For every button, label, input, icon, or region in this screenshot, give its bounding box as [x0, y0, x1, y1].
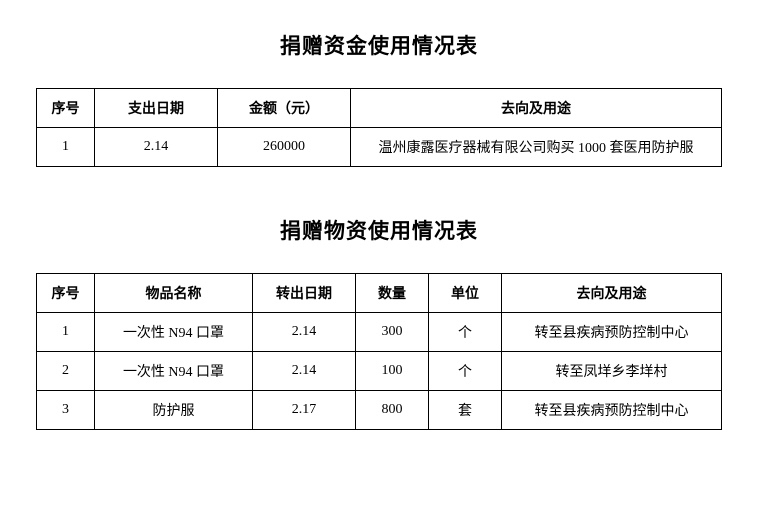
table-row: 1 2.14 260000 温州康露医疗器械有限公司购买 1000 套医用防护服 — [37, 128, 722, 167]
table-row: 3 防护服 2.17 800 套 转至县疾病预防控制中心 — [37, 391, 722, 430]
col-date: 支出日期 — [95, 89, 218, 128]
funds-table: 序号 支出日期 金额（元） 去向及用途 1 2.14 260000 温州康露医疗… — [36, 88, 722, 167]
cell-seq: 1 — [37, 313, 95, 352]
cell-usage: 转至县疾病预防控制中心 — [502, 313, 722, 352]
cell-usage: 转至县疾病预防控制中心 — [502, 391, 722, 430]
cell-seq: 3 — [37, 391, 95, 430]
cell-date: 2.14 — [253, 352, 356, 391]
table-row: 2 一次性 N94 口罩 2.14 100 个 转至凤垟乡李垟村 — [37, 352, 722, 391]
col-usage: 去向及用途 — [502, 274, 722, 313]
cell-qty: 800 — [356, 391, 429, 430]
cell-name: 一次性 N94 口罩 — [95, 313, 253, 352]
col-name: 物品名称 — [95, 274, 253, 313]
col-seq: 序号 — [37, 89, 95, 128]
cell-seq: 1 — [37, 128, 95, 167]
materials-table-title: 捐赠物资使用情况表 — [36, 215, 722, 245]
col-date: 转出日期 — [253, 274, 356, 313]
funds-table-title: 捐赠资金使用情况表 — [36, 30, 722, 60]
cell-date: 2.14 — [253, 313, 356, 352]
cell-usage: 转至凤垟乡李垟村 — [502, 352, 722, 391]
cell-unit: 个 — [429, 313, 502, 352]
funds-header-row: 序号 支出日期 金额（元） 去向及用途 — [37, 89, 722, 128]
cell-qty: 300 — [356, 313, 429, 352]
materials-header-row: 序号 物品名称 转出日期 数量 单位 去向及用途 — [37, 274, 722, 313]
col-seq: 序号 — [37, 274, 95, 313]
cell-qty: 100 — [356, 352, 429, 391]
col-qty: 数量 — [356, 274, 429, 313]
table-row: 1 一次性 N94 口罩 2.14 300 个 转至县疾病预防控制中心 — [37, 313, 722, 352]
cell-name: 一次性 N94 口罩 — [95, 352, 253, 391]
cell-unit: 个 — [429, 352, 502, 391]
cell-name: 防护服 — [95, 391, 253, 430]
col-unit: 单位 — [429, 274, 502, 313]
cell-usage: 温州康露医疗器械有限公司购买 1000 套医用防护服 — [351, 128, 722, 167]
cell-amount: 260000 — [218, 128, 351, 167]
col-amount: 金额（元） — [218, 89, 351, 128]
cell-seq: 2 — [37, 352, 95, 391]
cell-date: 2.14 — [95, 128, 218, 167]
materials-table: 序号 物品名称 转出日期 数量 单位 去向及用途 1 一次性 N94 口罩 2.… — [36, 273, 722, 430]
col-usage: 去向及用途 — [351, 89, 722, 128]
cell-unit: 套 — [429, 391, 502, 430]
cell-date: 2.17 — [253, 391, 356, 430]
